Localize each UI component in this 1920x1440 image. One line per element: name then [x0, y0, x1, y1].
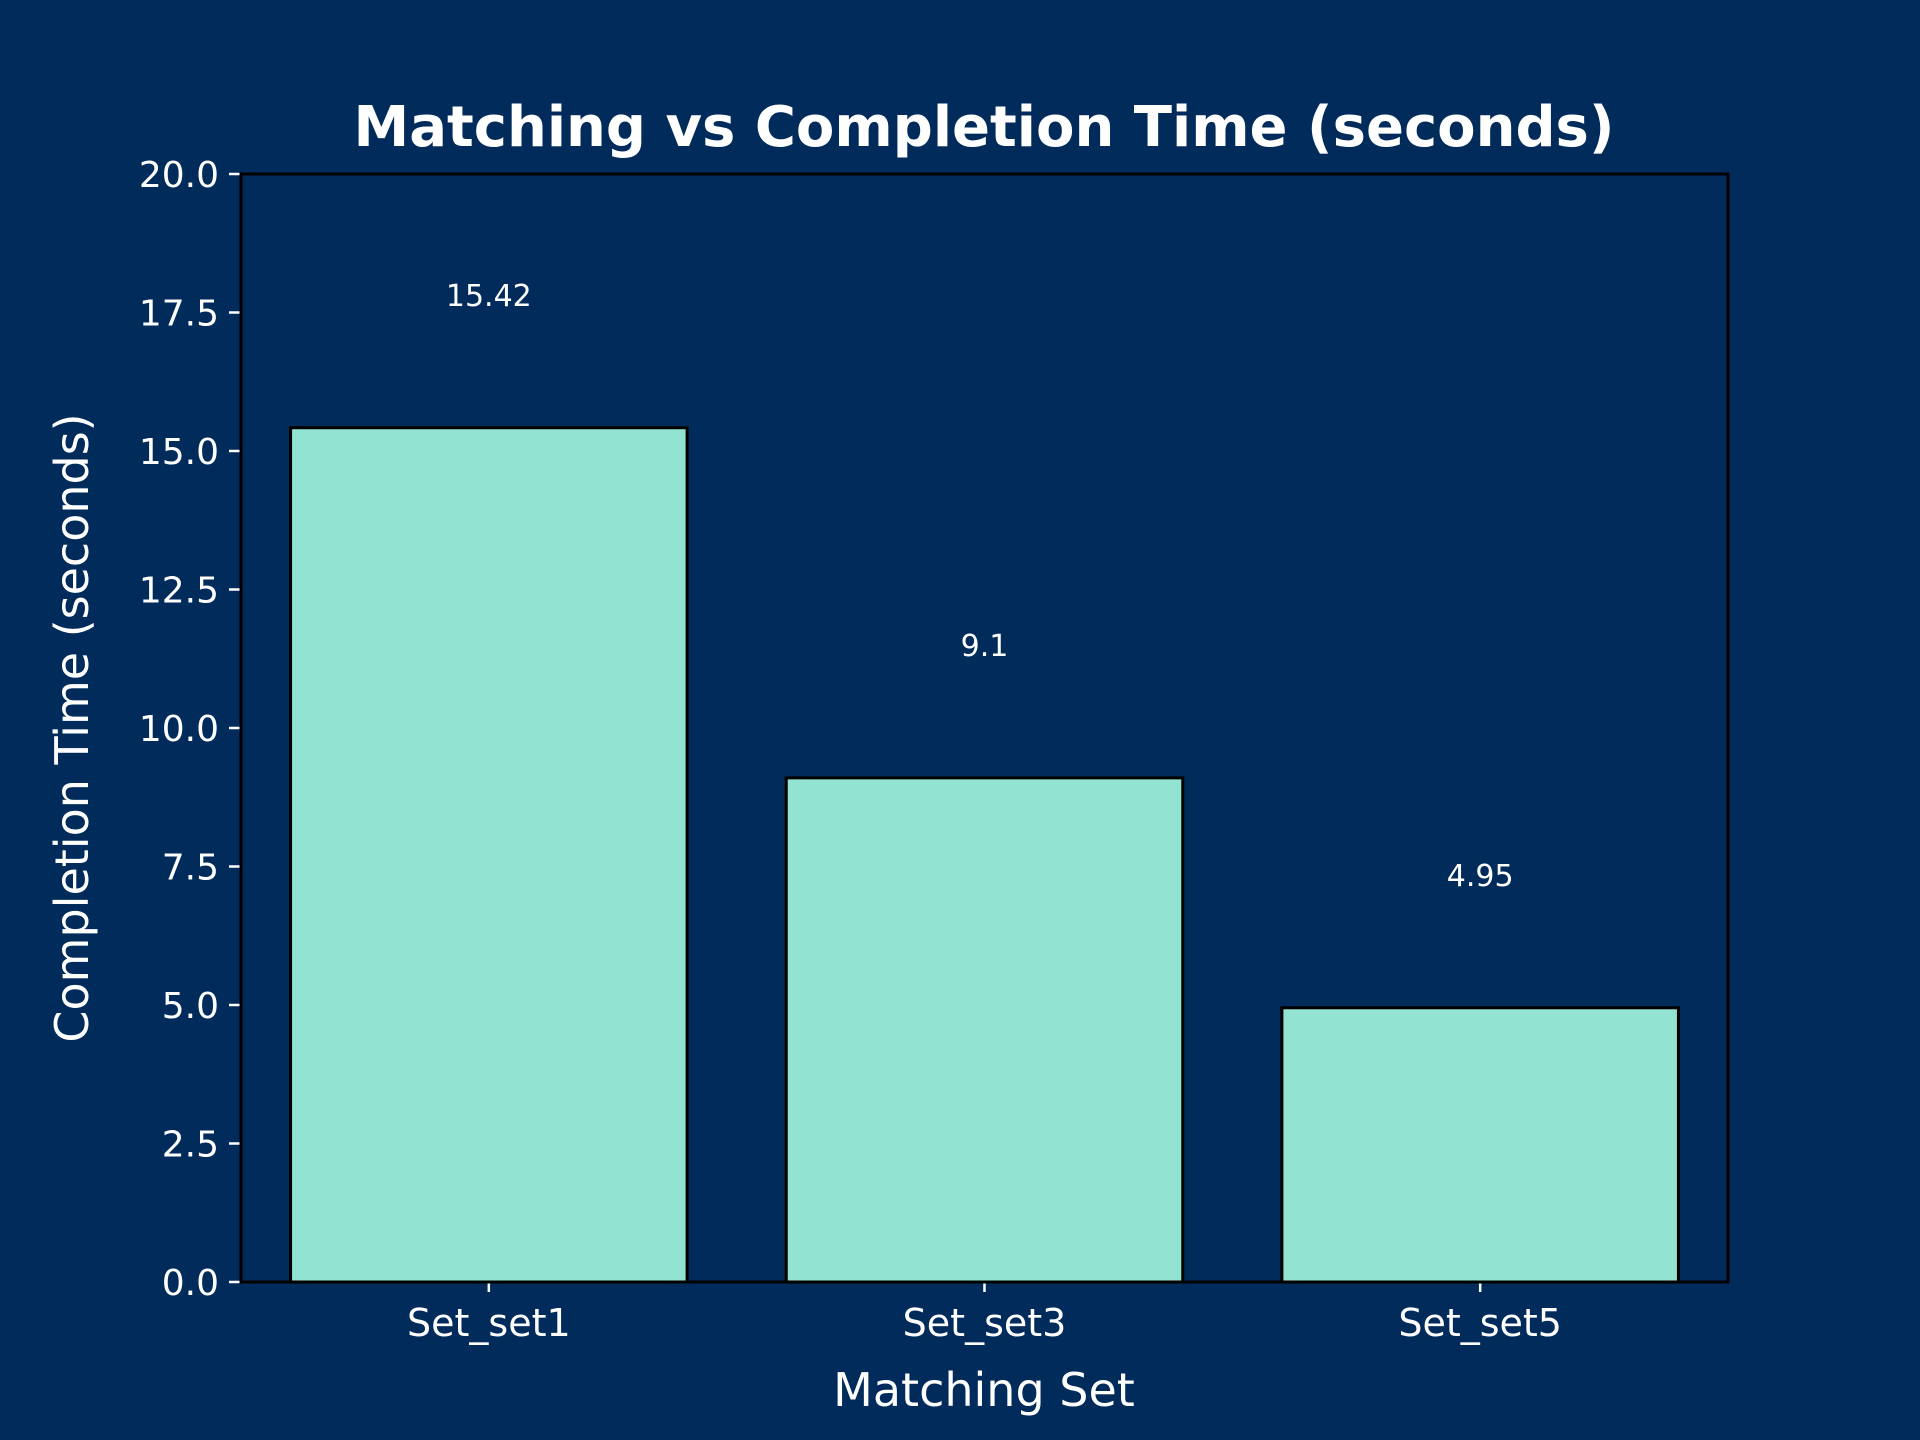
- x-tick-label-Set_set3: Set_set3: [903, 1301, 1067, 1345]
- y-axis: 0.0 2.5 5.0 7.5 10.0 12.5 15.0 17.5 20.0: [139, 155, 241, 1304]
- bar-Set_set1: [289, 426, 689, 1284]
- y-tick-label: 12.5: [139, 571, 219, 612]
- x-axis: Set_set1 Set_set3 Set_set5: [407, 1282, 1562, 1345]
- data-label-Set_set5: 4.95: [1447, 859, 1514, 894]
- y-tick-label: 2.5: [162, 1125, 219, 1166]
- y-tick-label: 15.0: [139, 432, 219, 473]
- data-label-Set_set3: 9.1: [961, 629, 1009, 664]
- y-tick-label: 10.0: [139, 709, 219, 750]
- chart-title: Matching vs Completion Time (seconds): [354, 95, 1615, 160]
- data-labels-layer: 15.42 9.1 4.95: [446, 279, 1514, 894]
- bar-Set_set5: [1280, 1006, 1680, 1284]
- x-axis-label: Matching Set: [833, 1363, 1135, 1417]
- data-label-Set_set1: 15.42: [446, 279, 532, 314]
- y-tick-label: 7.5: [162, 848, 219, 889]
- y-tick-label: 5.0: [162, 986, 219, 1027]
- y-tick-label: 17.5: [139, 294, 219, 335]
- y-axis-label: Completion Time (seconds): [45, 413, 99, 1042]
- x-tick-label-Set_set5: Set_set5: [1398, 1301, 1562, 1345]
- x-tick-label-Set_set1: Set_set1: [407, 1301, 571, 1345]
- bars-layer: [289, 426, 1680, 1284]
- plot-frame: [239, 172, 1730, 1284]
- y-tick-label: 0.0: [162, 1263, 219, 1304]
- bar-Set_set3: [784, 776, 1185, 1284]
- y-tick-label: 20.0: [139, 155, 219, 196]
